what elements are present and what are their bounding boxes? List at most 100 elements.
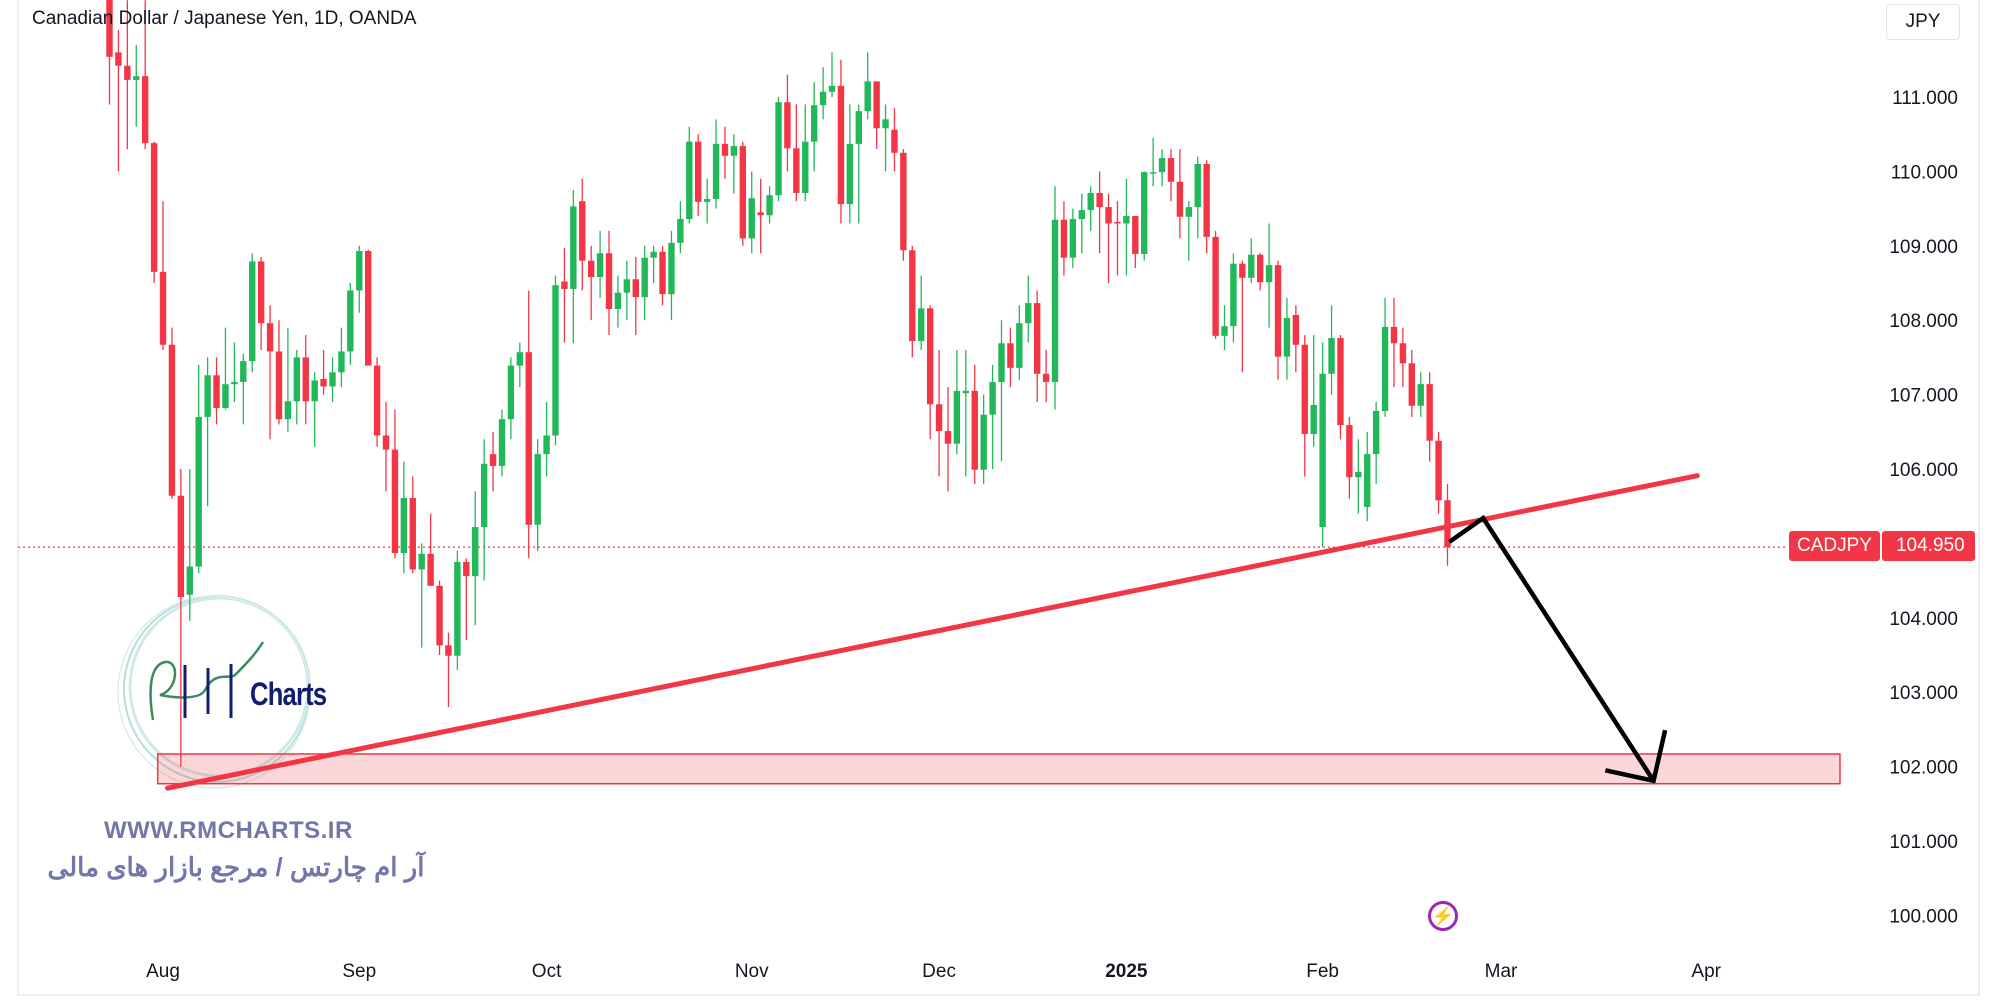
candle-body-up [543,435,550,455]
candle [1078,193,1085,254]
candle-body-down [1301,344,1308,435]
candle-body-up [766,195,773,216]
candle-body-down [436,585,443,646]
candle-body-up [828,85,836,92]
candle-body-down [373,365,381,436]
candle [231,342,238,403]
candle-body-up [1248,254,1255,278]
candle-body-down [445,645,452,656]
candle-body-up [989,381,996,415]
candle-body-up [855,111,862,144]
candle-body-down [159,271,167,345]
candle-body-down [302,357,309,402]
candle [1203,160,1210,254]
candle-body-down [605,253,613,310]
time-axis-label: Sep [342,961,376,982]
candle [935,349,943,477]
candle-body-up [980,414,987,470]
candle-body-down [1042,373,1050,382]
candle-body-down [382,435,390,450]
candle-body-up [1141,172,1148,254]
price-axis-label: 100.000 [1889,906,1958,927]
candle [516,342,524,388]
projection-arrow[interactable] [1447,514,1656,782]
candle [418,543,425,648]
candle [454,550,461,670]
candle [106,0,113,105]
candle-body-up [650,251,657,258]
time-axis-label: Nov [735,961,769,982]
candle [775,97,782,202]
candle [347,283,354,365]
candle-body-down [1132,216,1139,254]
support-zone[interactable] [156,753,1841,785]
candle [980,394,987,484]
price-axis-label: 103.000 [1889,683,1958,704]
candle-body-up [1265,265,1273,283]
candle-body-up [730,146,738,156]
candle [579,178,586,291]
candle-body-down [115,52,122,66]
candle [1230,253,1237,343]
candle-body-up [1087,192,1094,211]
support-trendline[interactable] [164,473,1700,791]
candle [846,104,854,224]
candle-body-down [1390,326,1398,344]
candle [1408,349,1416,417]
candle [686,126,693,224]
candle-body-down [1435,440,1442,501]
candle [695,134,702,217]
candle [1051,186,1059,410]
candle-body-down [275,351,283,420]
time-axis-label: Oct [532,961,562,982]
price-axis-label: 110.000 [1891,162,1958,183]
candle-body-up [347,290,354,352]
lightning-bolt-icon[interactable]: ⚡ [1428,901,1458,931]
arrow-head-icon [1604,729,1668,784]
candle-body-up [480,463,488,528]
currency-unit-button[interactable]: JPY [1886,4,1960,40]
candle [855,104,862,224]
candle-body-up [677,219,684,243]
candle [427,513,434,586]
candle-body-down [1346,425,1353,478]
candle-body-up [1123,216,1130,224]
candle-body-down [463,562,470,577]
candle [909,245,916,358]
time-axis-label: Mar [1485,961,1518,982]
candle-body-up [748,198,755,239]
candle-body-down [757,212,764,216]
candle-body-down [837,85,845,205]
candle [1435,431,1442,514]
price-axis-label: 106.000 [1889,460,1958,481]
candle [1105,193,1112,283]
candle [962,349,970,477]
candle-body-up [552,285,559,436]
candle [472,491,479,626]
candle [257,256,265,350]
candle [1346,416,1353,499]
candle-body-up [1221,326,1228,336]
candle-body-up [810,105,818,142]
candle-body-down [935,404,943,432]
candle-body-down [525,352,532,525]
candle-body-down [659,251,666,295]
candle [918,275,925,350]
candle-body-up [329,372,336,387]
candle [1141,171,1148,261]
candle [998,320,1005,462]
candle-body-up [1078,210,1085,220]
candle-body-up [846,143,854,205]
candle [364,249,372,366]
candle-body-up [231,381,238,385]
candle-body-up [953,390,961,444]
candle-body-down [489,454,497,467]
candle [534,439,541,551]
candle-body-up [249,261,256,362]
candle-body-up [962,390,970,394]
candle [882,104,889,172]
candle [1248,238,1255,283]
candle-body-up [641,257,648,298]
candle [222,327,229,410]
